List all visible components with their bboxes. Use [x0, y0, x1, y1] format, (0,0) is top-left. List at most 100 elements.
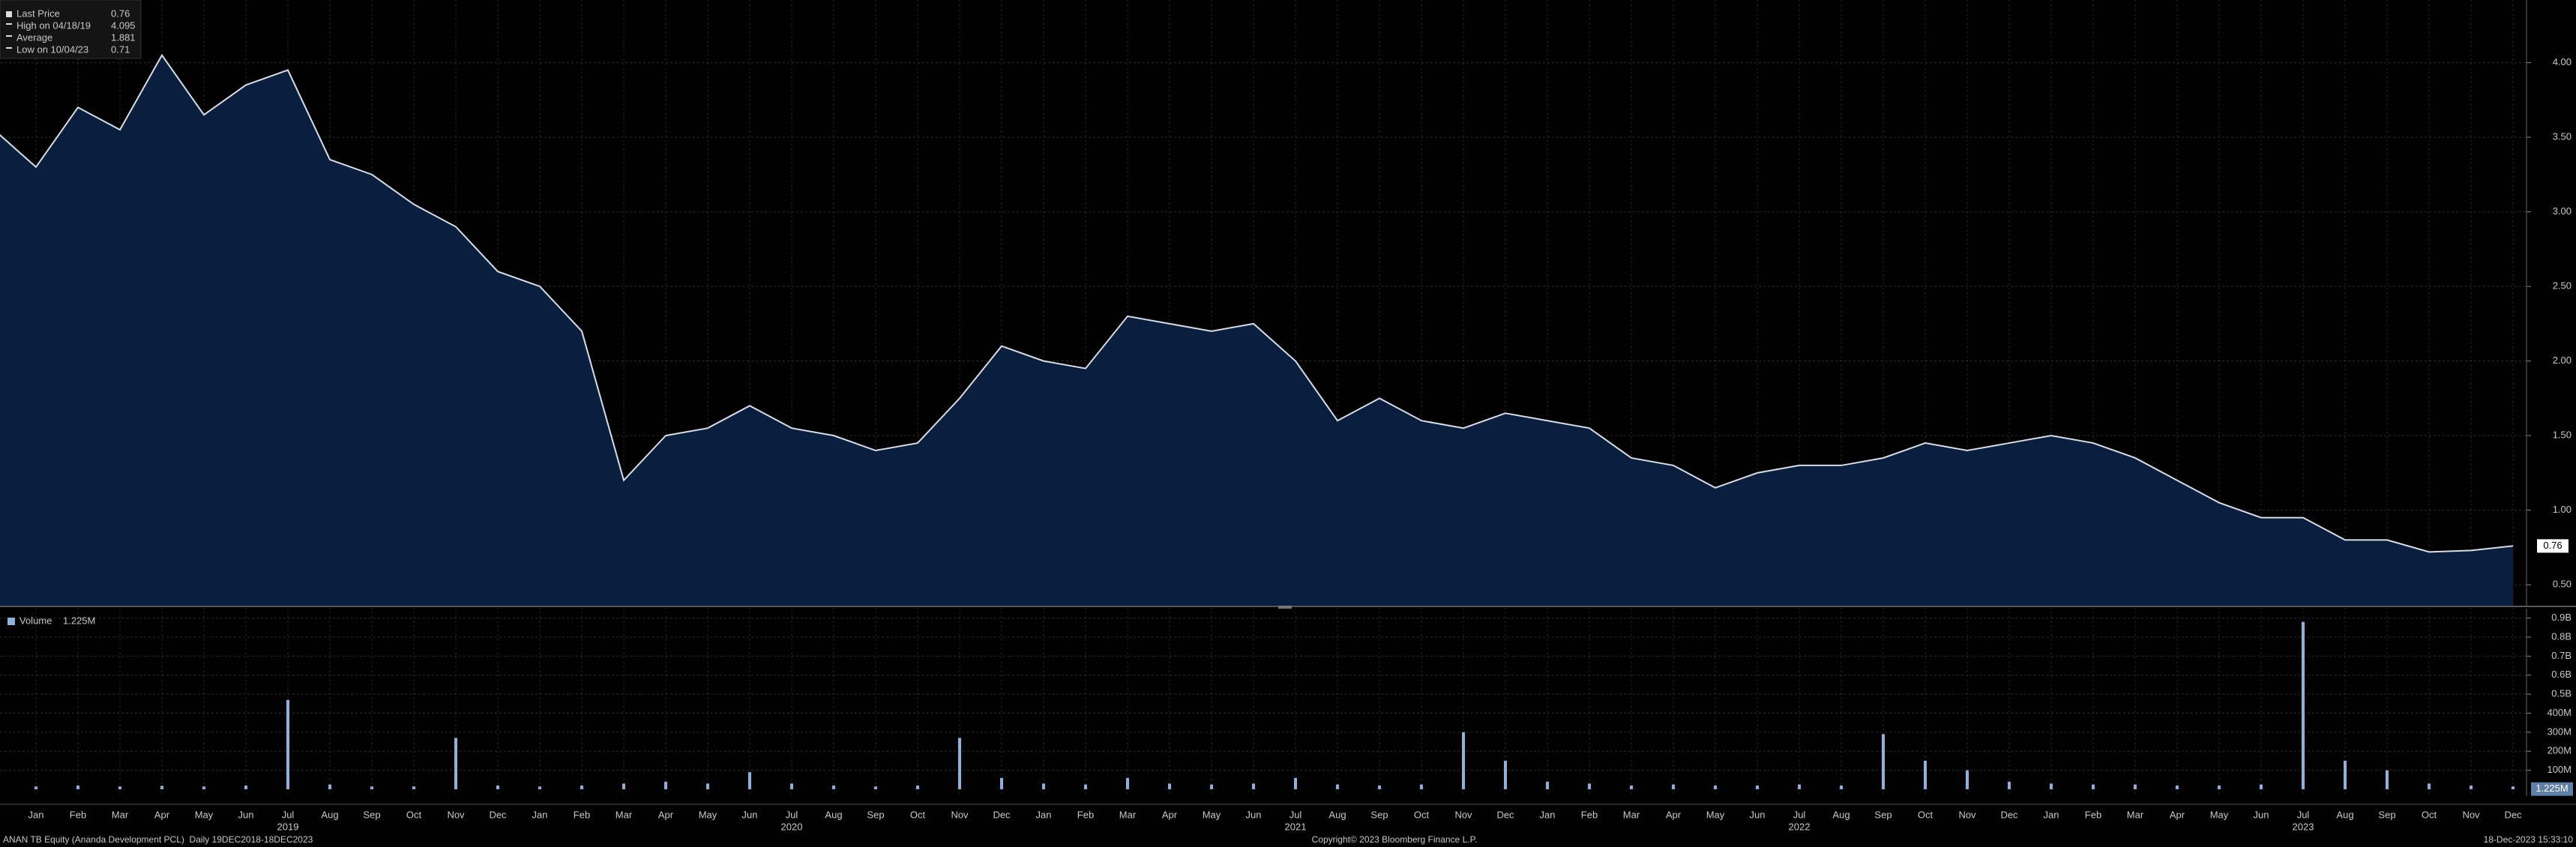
price-line — [0, 53, 2514, 553]
volume-bar — [916, 785, 919, 789]
volume-bar — [1756, 785, 1759, 789]
volume-bar — [538, 786, 541, 789]
volume-bar — [2386, 770, 2389, 789]
volume-bar — [706, 783, 709, 789]
x-tick-label: Jun — [742, 809, 758, 820]
volume-bar — [664, 781, 667, 789]
volume-bar — [1924, 760, 1927, 789]
footer-right: 18-Dec-2023 15:33:10 — [2484, 834, 2574, 845]
volume-bar — [328, 784, 331, 789]
x-tick-label: Jun — [1246, 809, 1262, 820]
y-tick-label: 3.50 — [2553, 131, 2572, 142]
x-tick-label: Jun — [238, 809, 254, 820]
y-tick-label: 2.50 — [2553, 280, 2572, 292]
volume-bar — [202, 786, 205, 789]
volume-bar — [1714, 785, 1717, 789]
volume-bar — [1126, 777, 1129, 789]
x-tick-label: Dec — [2000, 809, 2018, 820]
volume-bar — [76, 785, 79, 789]
legend-swatch — [6, 11, 12, 17]
x-tick-label: Aug — [321, 809, 338, 820]
legend-value: 1.225M — [63, 615, 95, 626]
x-tick-label: Feb — [2085, 809, 2101, 820]
volume-bar — [1504, 760, 1507, 789]
y-tick-label: 1.00 — [2553, 504, 2572, 515]
volume-bar — [958, 738, 961, 789]
legend-swatch — [6, 47, 12, 49]
x-tick-label: Feb — [1077, 809, 1094, 820]
x-tick-label: Sep — [363, 809, 380, 820]
x-tick-label: Oct — [2422, 809, 2437, 820]
volume-bar — [580, 785, 583, 789]
x-tick-label: Nov — [447, 809, 465, 820]
x-tick-label: Apr — [658, 809, 674, 820]
legend-value: 0.71 — [111, 43, 130, 55]
volume-bar — [1462, 732, 1465, 789]
legend-label: Low on 10/04/23 — [16, 43, 88, 55]
x-tick-label: Nov — [1958, 809, 1976, 820]
x-tick-label: Oct — [406, 809, 422, 820]
y-tick-label: 3.00 — [2553, 205, 2572, 217]
x-tick-label: Mar — [1623, 809, 1640, 820]
volume-bar — [2176, 785, 2179, 789]
volume-bar — [1294, 777, 1297, 789]
legend-label: Last Price — [16, 7, 60, 19]
area-fill — [0, 55, 2513, 606]
y-tick-label: 300M — [2547, 726, 2572, 737]
x-tick-label: Oct — [910, 809, 926, 820]
panel-handle — [1278, 604, 1292, 609]
y-tick-label: 0.6B — [2551, 669, 2572, 680]
volume-bar — [244, 785, 247, 789]
volume-bar — [1882, 734, 1885, 789]
y-tick-label: 400M — [2547, 707, 2572, 718]
legend-value: 4.095 — [111, 19, 136, 31]
y-tick-label: 0.8B — [2551, 630, 2572, 642]
volume-bar — [2134, 784, 2137, 789]
volume-bar — [286, 699, 289, 789]
volume-bar — [118, 786, 121, 789]
x-tick-label: Jan — [1036, 809, 1052, 820]
volume-bar — [2050, 783, 2053, 789]
volume-bar — [1630, 785, 1633, 789]
last-price-box — [2537, 539, 2569, 553]
volume-bar — [1378, 785, 1381, 789]
volume-bar — [874, 786, 877, 789]
volume-bar — [1336, 784, 1339, 789]
legend-label: Volume — [19, 615, 52, 626]
volume-bar — [2470, 785, 2473, 789]
volume-bar — [622, 783, 625, 789]
volume-bar — [370, 786, 373, 789]
x-tick-label: Jan — [532, 809, 548, 820]
x-tick-label: Jul — [2297, 809, 2310, 820]
volume-bar — [1840, 785, 1843, 789]
y-tick-label: 100M — [2547, 764, 2572, 775]
x-tick-label: Jun — [1750, 809, 1766, 820]
volume-bar — [1042, 783, 1045, 789]
x-tick-label: Jul — [1793, 809, 1806, 820]
x-tick-label: May — [699, 809, 717, 820]
legend-box — [0, 0, 142, 59]
volume-bar — [454, 738, 457, 789]
volume-bar — [412, 786, 415, 789]
y-tick-label: 200M — [2547, 745, 2572, 756]
x-tick-label: Jul — [282, 809, 295, 820]
x-tick-label: Jun — [2254, 809, 2269, 820]
volume-bar — [1420, 784, 1423, 789]
legend-value: 1.881 — [111, 31, 136, 43]
x-tick-label: Mar — [112, 809, 129, 820]
y-tick-label: 0.9B — [2551, 612, 2572, 623]
x-tick-label: Sep — [2378, 809, 2395, 820]
volume-bar — [1168, 783, 1171, 789]
x-tick-label: Jan — [1540, 809, 1556, 820]
footer-left: ANAN TB Equity (Ananda Development PCL) … — [3, 834, 313, 845]
x-tick-label: Apr — [154, 809, 170, 820]
y-tick-label: 1.50 — [2553, 429, 2572, 441]
x-tick-label: May — [2210, 809, 2229, 820]
x-tick-label: Aug — [825, 809, 842, 820]
x-tick-label: Mar — [616, 809, 633, 820]
year-label: 2020 — [781, 821, 803, 832]
x-tick-label: Nov — [2462, 809, 2480, 820]
x-tick-label: Oct — [1918, 809, 1933, 820]
